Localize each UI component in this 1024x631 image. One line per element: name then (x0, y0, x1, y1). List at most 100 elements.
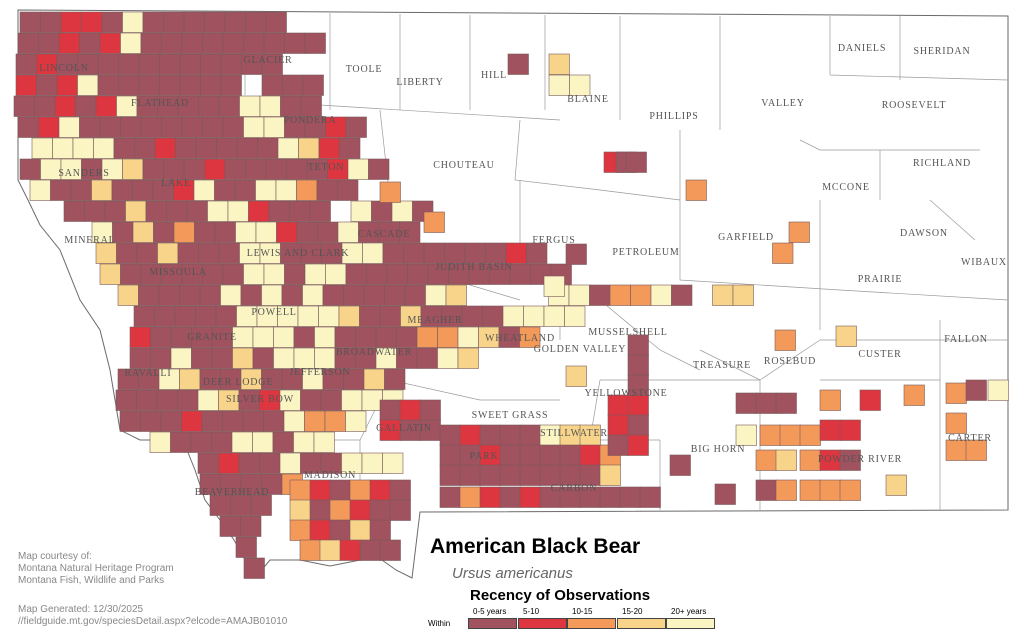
grid-cell (120, 32, 142, 54)
grid-cell (314, 347, 336, 369)
grid-cell (142, 158, 164, 180)
grid-cell (97, 53, 119, 75)
county-label-teton: TETON (308, 162, 345, 173)
grid-cell (166, 200, 188, 222)
grid-cell (775, 449, 797, 471)
grid-cell (499, 424, 521, 446)
grid-cell (302, 284, 324, 306)
grid-cell (361, 452, 383, 474)
grid-cell (482, 305, 504, 327)
grid-cell (799, 424, 821, 446)
county-label-granite: GRANITE (187, 332, 236, 343)
county-label-garfield: GARFIELD (718, 232, 774, 243)
grid-cell (70, 179, 92, 201)
grid-cell (384, 368, 406, 390)
grid-cell (227, 200, 249, 222)
grid-cell (316, 179, 338, 201)
grid-cell (523, 305, 545, 327)
grid-cell (509, 263, 531, 285)
grid-cell (195, 137, 217, 159)
grid-cell (200, 74, 222, 96)
legend-swatch-1 (518, 618, 567, 629)
grid-cell (154, 305, 176, 327)
grid-cell (239, 95, 261, 117)
grid-cell (457, 326, 479, 348)
grid-cell (31, 137, 53, 159)
grid-cell (17, 32, 39, 54)
grid-cell (122, 158, 144, 180)
grid-cell (363, 368, 385, 390)
grid-cell (101, 11, 123, 33)
grid-cell (15, 74, 37, 96)
legend-swatch-3 (617, 618, 666, 629)
county-label-stillwater: STILLWATER (540, 428, 608, 439)
grid-cell (382, 452, 404, 474)
grid-cell (120, 263, 142, 285)
grid-cell (138, 284, 160, 306)
credit-line-3: Montana Fish, Wildlife and Parks (18, 575, 165, 586)
grid-cell (277, 137, 299, 159)
grid-cell (559, 444, 581, 466)
grid-cell (425, 284, 447, 306)
grid-cell (240, 284, 262, 306)
grid-cell (140, 410, 162, 432)
county-label-cascade: CASCADE (358, 229, 410, 240)
county-label-toole: TOOLE (346, 64, 383, 75)
grid-cell (283, 410, 305, 432)
grid-cell (339, 539, 361, 561)
grid-cell (157, 242, 179, 264)
grid-cell (132, 179, 154, 201)
grid-cell (132, 221, 154, 243)
county-label-deer-lodge: DEER LODGE (203, 377, 274, 388)
county-label-silver-bow: SILVER BOW (226, 394, 294, 405)
county-label-lincoln: LINCOLN (39, 63, 88, 74)
grid-cell (252, 347, 274, 369)
grid-cell (457, 347, 479, 369)
grid-cell (36, 74, 58, 96)
grid-cell (479, 486, 501, 508)
grid-cell (207, 200, 229, 222)
grid-cell (322, 284, 344, 306)
grid-cell (170, 347, 192, 369)
grid-cell (248, 200, 270, 222)
grid-cell (375, 326, 397, 348)
grid-cell (279, 452, 301, 474)
county-label-daniels: DANIELS (838, 43, 886, 54)
grid-cell (84, 200, 106, 222)
grid-cell (284, 32, 306, 54)
grid-cell (548, 53, 570, 75)
county-label-petroleum: PETROLEUM (612, 247, 679, 258)
grid-cell (339, 137, 361, 159)
grid-cell (275, 179, 297, 201)
grid-cell (445, 284, 467, 306)
grid-cell (58, 116, 80, 138)
grid-cell (565, 365, 587, 387)
grid-cell (304, 32, 326, 54)
grid-cell (222, 32, 244, 54)
grid-cell (366, 263, 388, 285)
grid-cell (839, 419, 861, 441)
species-scientific-name: Ursus americanus (452, 565, 573, 582)
grid-cell (197, 452, 219, 474)
grid-cell (630, 284, 652, 306)
county-label-liberty: LIBERTY (396, 77, 443, 88)
grid-cell (136, 389, 158, 411)
grid-cell (819, 389, 841, 411)
county-label-lake: LAKE (161, 178, 191, 189)
grid-cell (755, 392, 777, 414)
grid-cell (499, 464, 521, 486)
grid-cell (263, 263, 285, 285)
grid-cell (265, 11, 287, 33)
grid-cell (280, 95, 302, 117)
grid-cell (15, 53, 37, 75)
grid-cell (125, 200, 147, 222)
grid-cell (625, 151, 647, 173)
grid-cell (369, 519, 391, 541)
county-label-prairie: PRAIRIE (858, 274, 903, 285)
county-label-powell: POWELL (251, 307, 296, 318)
grid-cell (215, 305, 237, 327)
grid-cell (255, 179, 277, 201)
county-label-dawson: DAWSON (900, 228, 948, 239)
grid-cell (181, 410, 203, 432)
grid-cell (150, 347, 172, 369)
